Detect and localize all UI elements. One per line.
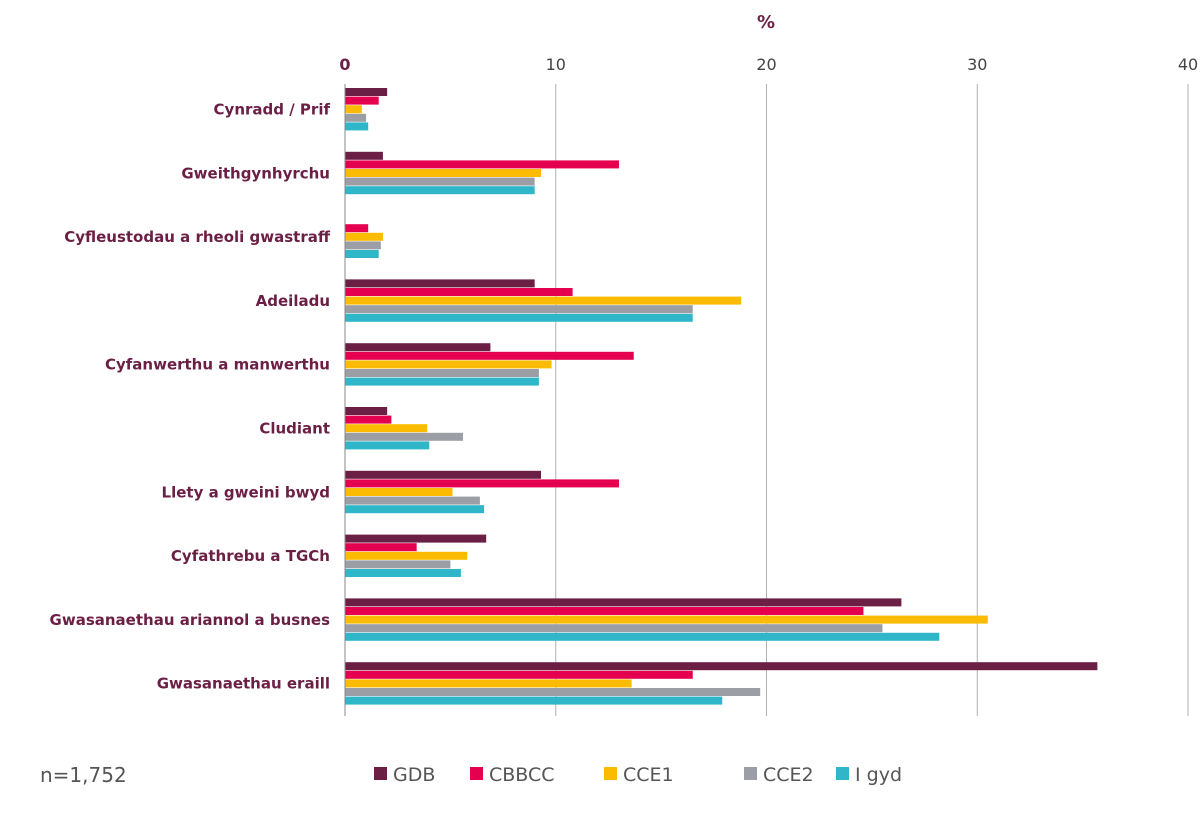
bar-cce2 [345, 305, 693, 314]
bar-cce1 [345, 169, 541, 177]
bar-cbbcc [345, 96, 379, 105]
legend-label: CCE1 [623, 764, 674, 786]
bar-i-gyd [345, 696, 723, 705]
bar-cbbcc [345, 479, 619, 488]
bar-gdb [345, 151, 383, 160]
bar-cce1 [345, 105, 362, 114]
category-label: Gwasanaethau ariannol a busnes [50, 611, 331, 629]
bar-gdb [345, 88, 388, 96]
bar-cbbcc [345, 224, 369, 233]
x-tick-label: 10 [546, 55, 566, 74]
bar-i-gyd [345, 505, 485, 514]
legend-label: I gyd [855, 764, 902, 786]
x-tick-label: 0 [339, 55, 350, 74]
bar-i-gyd [345, 377, 539, 386]
bar-cbbcc [345, 670, 693, 679]
bar-i-gyd [345, 313, 693, 322]
category-label: Gwasanaethau eraill [157, 675, 330, 693]
bar-gdb [345, 407, 388, 415]
legend-swatch [744, 767, 757, 780]
bar-i-gyd [345, 441, 430, 450]
category-label: Llety a gweini bwyd [162, 483, 330, 501]
bar-gdb [345, 598, 902, 607]
bar-i-gyd [345, 122, 369, 131]
category-label: Cynradd / Prif [214, 101, 331, 119]
bar-i-gyd [345, 569, 461, 577]
bar-cce1 [345, 360, 552, 369]
bar-cce2 [345, 432, 464, 441]
category-label: Cyfleustodau a rheoli gwastraff [64, 228, 331, 246]
x-axis-unit-label: % [757, 12, 775, 33]
bar-cce2 [345, 241, 381, 250]
bars [345, 88, 1098, 705]
bar-gdb [345, 470, 541, 479]
bar-cbbcc [345, 351, 634, 360]
legend-swatch [374, 767, 387, 780]
bar-i-gyd [345, 632, 940, 641]
category-label: Cyfathrebu a TGCh [171, 547, 330, 565]
legend-label: CCE2 [763, 764, 814, 786]
bar-cce2 [345, 113, 367, 122]
bar-cce1 [345, 424, 428, 433]
sample-size-note: n=1,752 [40, 763, 127, 787]
bar-cce1 [345, 615, 988, 624]
x-tick-label: 20 [756, 55, 776, 74]
legend-label: GDB [393, 764, 435, 786]
bar-cce2 [345, 496, 480, 505]
bar-cbbcc [345, 543, 417, 552]
bar-cce2 [345, 177, 535, 186]
bar-cbbcc [345, 160, 619, 169]
bar-cbbcc [345, 607, 864, 615]
bar-gdb [345, 662, 1098, 671]
category-label: Gweithgynhyrchu [181, 164, 330, 182]
bar-cce2 [345, 560, 451, 569]
bar-cce2 [345, 624, 883, 633]
category-label: Cludiant [259, 420, 330, 438]
bar-cce2 [345, 688, 761, 696]
category-label: Cyfanwerthu a manwerthu [105, 356, 330, 374]
bar-gdb [345, 534, 487, 543]
category-label: Adeiladu [256, 292, 330, 310]
x-tick-label: 30 [967, 55, 987, 74]
bar-cce1 [345, 232, 383, 241]
bar-i-gyd [345, 250, 379, 258]
x-tick-label: 40 [1178, 55, 1198, 74]
legend-swatch [604, 767, 617, 780]
bar-i-gyd [345, 186, 535, 195]
legend-swatch [470, 767, 483, 780]
bar-cbbcc [345, 288, 573, 296]
bar-gdb [345, 279, 535, 288]
bar-cce1 [345, 488, 453, 496]
bar-gdb [345, 343, 491, 352]
category-labels: Cynradd / Prif Gweithgynhyrchu Cyfleustoda… [50, 101, 331, 693]
bar-cbbcc [345, 415, 392, 424]
bar-cce1 [345, 551, 468, 560]
bar-cce1 [345, 296, 742, 305]
legend-swatch [836, 767, 849, 780]
bar-cce1 [345, 679, 632, 688]
x-axis-ticks: 0 10 20 30 40 [339, 55, 1198, 74]
legend-label: CBBCC [489, 764, 555, 786]
bar-cce2 [345, 369, 539, 377]
legend: GDB CBBCC CCE1 CCE2 I gyd [374, 764, 902, 786]
